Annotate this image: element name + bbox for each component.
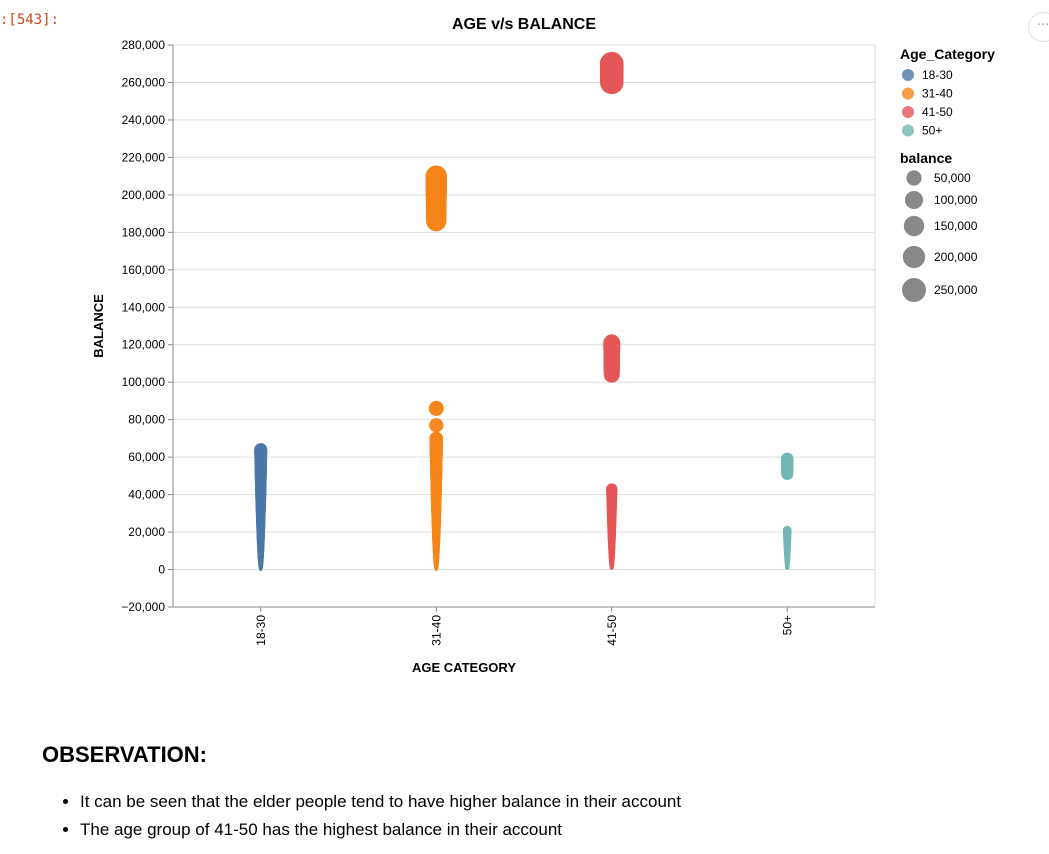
point-31-40 (428, 401, 444, 416)
legend-size-label: 50,000 (934, 171, 971, 185)
x-tick-label: 18-30 (254, 615, 268, 646)
legend-label: 18-30 (922, 68, 953, 82)
y-tick-label: −20,000 (121, 600, 165, 614)
point-31-40 (429, 431, 444, 446)
observation-list: It can be seen that the elder people ten… (62, 788, 681, 844)
y-tick-label: 140,000 (122, 300, 166, 314)
x-tick-label: 31-40 (429, 615, 443, 646)
legend-size-label: 200,000 (934, 250, 978, 264)
observation-heading: OBSERVATION: (42, 742, 208, 767)
point-41-50 (599, 51, 624, 76)
y-tick-label: 0 (158, 563, 165, 577)
observation-item: It can be seen that the elder people ten… (80, 788, 681, 816)
legend-swatch-18-30 (902, 69, 914, 81)
y-tick-label: 260,000 (122, 75, 166, 89)
cell-prompt: :[543]: (0, 12, 60, 28)
y-tick-label: 180,000 (122, 225, 166, 239)
legend-label: 31-40 (922, 87, 953, 101)
scatter-chart: −20,000 0 20,000 40,000 60,000 80,000 100,000 1… (91, 16, 995, 675)
y-tick-label: 60,000 (128, 450, 165, 464)
legend-size-swatch (902, 278, 926, 302)
legend-swatch-50+ (902, 124, 914, 137)
ellipsis-icon[interactable]: ··· (1028, 12, 1049, 42)
y-tick-label: 100,000 (122, 375, 166, 389)
y-tick-label: 240,000 (122, 113, 166, 127)
x-tick-label: 50+ (780, 615, 794, 635)
point-41-50 (606, 483, 618, 495)
legend-size-label: 150,000 (934, 219, 978, 233)
point-50+ (782, 525, 792, 535)
point-31-40 (429, 418, 444, 433)
y-tick-label: 220,000 (122, 150, 166, 164)
legend-color-title: Age_Category (900, 46, 995, 62)
x-tick-label: 41-50 (605, 615, 619, 646)
legend-swatch-31-40 (902, 87, 914, 100)
y-tick-label: 40,000 (128, 488, 165, 502)
point-41-50 (603, 334, 621, 352)
point-31-40 (425, 165, 447, 187)
y-tick-label: 20,000 (128, 525, 165, 539)
point-18-30 (254, 443, 268, 457)
legend-size-label: 100,000 (934, 193, 978, 207)
legend-size-swatch (904, 190, 924, 210)
y-tick-label: 160,000 (122, 263, 166, 277)
legend-size-label: 250,000 (934, 283, 978, 297)
legend-label: 41-50 (922, 105, 953, 119)
legend-size-swatch (902, 245, 926, 269)
legend-size-swatch (903, 215, 925, 237)
y-tick-label: 120,000 (122, 338, 166, 352)
chart-title: AGE v/s BALANCE (452, 16, 596, 33)
plot-frame (172, 44, 876, 608)
y-tick-label: 80,000 (128, 413, 165, 427)
observation-item: The age group of 41-50 has the highest b… (80, 816, 681, 844)
y-tick-label: 280,000 (122, 38, 166, 52)
legend-label: 50+ (922, 124, 942, 138)
point-50+ (780, 452, 794, 466)
y-tick-label: 200,000 (122, 188, 166, 202)
legend-size-title: balance (900, 150, 952, 166)
legend-size-swatch (906, 170, 922, 186)
y-axis-title: BALANCE (91, 294, 106, 358)
x-axis-title: AGE CATEGORY (412, 660, 516, 675)
legend-swatch-41-50 (902, 106, 914, 118)
